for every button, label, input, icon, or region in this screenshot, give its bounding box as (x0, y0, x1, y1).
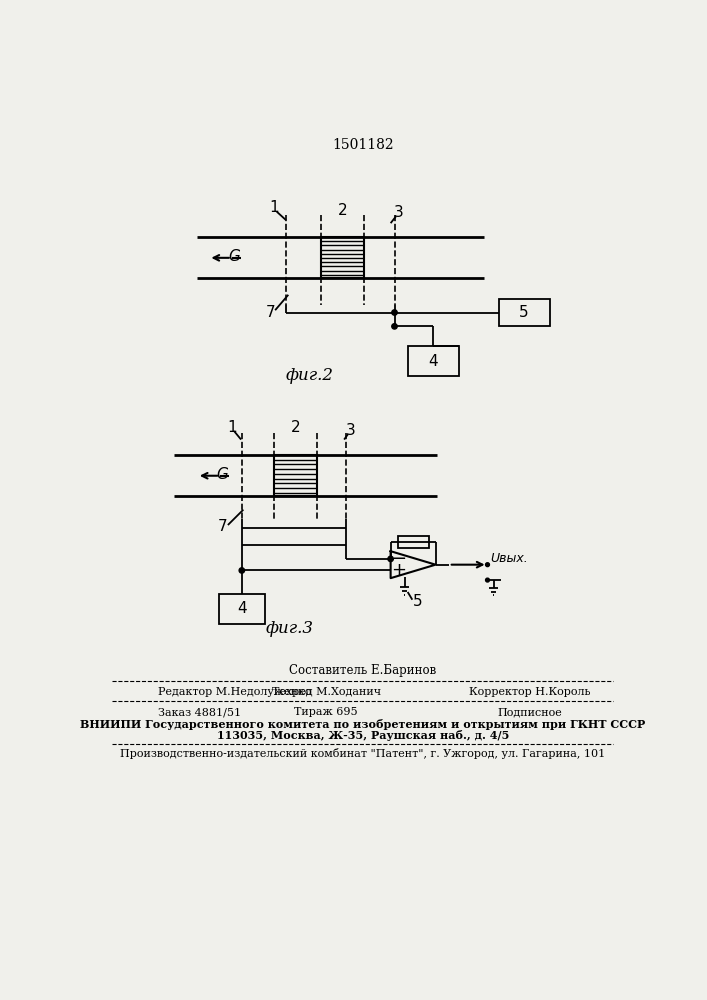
Bar (409, 346, 459, 376)
Circle shape (392, 324, 397, 329)
Bar (499, 299, 549, 326)
Text: 3: 3 (346, 423, 355, 438)
Text: Заказ 4881/51: Заказ 4881/51 (158, 707, 241, 717)
Text: +: + (391, 561, 406, 579)
Text: 2: 2 (338, 203, 347, 218)
Circle shape (392, 310, 397, 315)
Text: 113035, Москва, Ж-35, Раушская наб., д. 4/5: 113035, Москва, Ж-35, Раушская наб., д. … (216, 730, 509, 741)
Text: Редактор М.Недолуженко: Редактор М.Недолуженко (158, 687, 312, 697)
Text: −: − (391, 550, 406, 568)
Circle shape (239, 568, 245, 573)
Text: фиг.2: фиг.2 (285, 367, 333, 384)
Text: Техред М.Ходанич: Техред М.Ходанич (271, 687, 381, 697)
Text: G: G (228, 249, 240, 264)
Circle shape (486, 563, 489, 567)
Circle shape (486, 578, 489, 582)
Text: 7: 7 (218, 519, 227, 534)
Text: 7: 7 (266, 305, 275, 320)
Text: 4: 4 (428, 354, 438, 369)
Text: 5: 5 (519, 305, 529, 320)
Text: Тираж 695: Тираж 695 (295, 707, 358, 717)
Bar (321, 237, 363, 278)
Text: ВНИИПИ Государственного комитета по изобретениям и открытиям при ГКНТ СССР: ВНИИПИ Государственного комитета по изоб… (80, 719, 645, 730)
Text: 1: 1 (269, 200, 279, 215)
Circle shape (388, 556, 393, 562)
Bar (218, 594, 265, 624)
Text: G: G (216, 467, 228, 482)
Bar (274, 455, 317, 496)
Text: 2: 2 (291, 420, 301, 436)
Text: фиг.3: фиг.3 (266, 620, 314, 637)
Text: Подписное: Подписное (498, 707, 563, 717)
Bar (397, 536, 428, 548)
Text: Составитель Е.Баринов: Составитель Е.Баринов (289, 664, 436, 677)
Text: 5: 5 (413, 594, 423, 609)
Text: Uвых.: Uвых. (490, 552, 527, 565)
Text: 3: 3 (394, 205, 403, 220)
Text: 4: 4 (237, 601, 247, 616)
Text: 1501182: 1501182 (332, 138, 394, 152)
Text: 1: 1 (227, 420, 237, 435)
Text: Корректор Н.Король: Корректор Н.Король (469, 687, 591, 697)
Text: Производственно-издательский комбинат "Патент", г. Ужгород, ул. Гагарина, 101: Производственно-издательский комбинат "П… (120, 748, 605, 759)
